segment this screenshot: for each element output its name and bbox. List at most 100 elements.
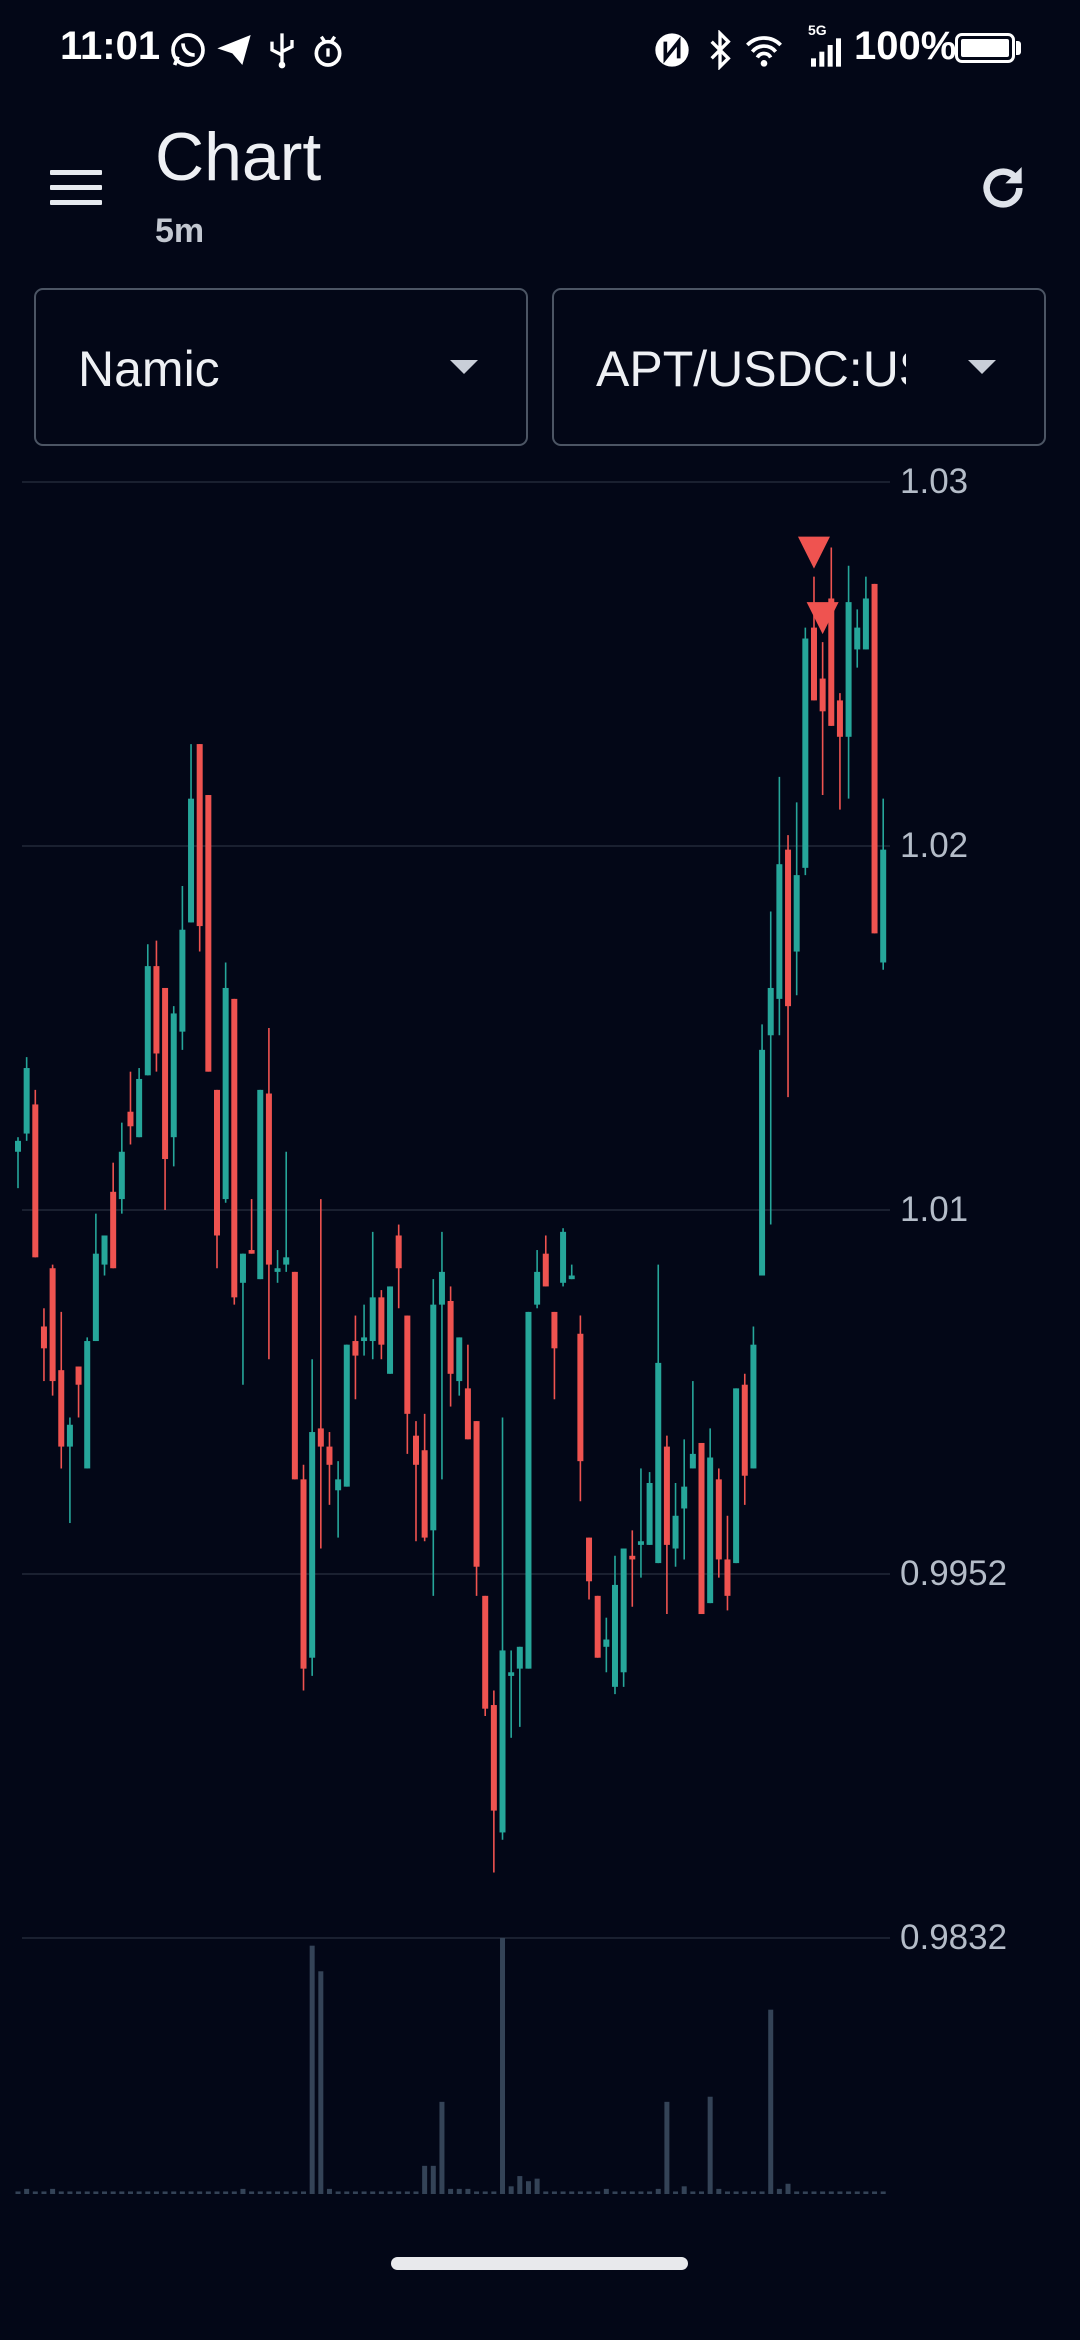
volume-bar bbox=[595, 2191, 601, 2194]
nfc-icon bbox=[655, 33, 689, 67]
candle-down bbox=[75, 1366, 82, 1385]
volume-bar bbox=[699, 2191, 705, 2194]
volume-bar bbox=[249, 2191, 255, 2194]
candle-down bbox=[291, 1271, 298, 1480]
candle-down bbox=[828, 598, 835, 726]
volume-bar bbox=[413, 2191, 419, 2194]
candle-down bbox=[317, 1428, 324, 1447]
volume-bar bbox=[612, 2191, 618, 2194]
candle-up bbox=[438, 1271, 445, 1305]
candle-up bbox=[681, 1486, 688, 1509]
volume-bar bbox=[794, 2191, 800, 2194]
candle-up bbox=[845, 602, 852, 737]
candle-up bbox=[611, 1584, 618, 1687]
telegram-icon bbox=[217, 35, 251, 65]
volume-bar bbox=[145, 2191, 151, 2194]
volume-bar bbox=[197, 2191, 203, 2194]
candle-down bbox=[741, 1384, 748, 1476]
volume-bar bbox=[474, 2191, 480, 2194]
candle-up bbox=[283, 1257, 290, 1265]
candle-up bbox=[136, 1078, 143, 1138]
candle-down bbox=[715, 1479, 722, 1560]
volume-bar bbox=[352, 2191, 358, 2194]
volume-bar bbox=[880, 2191, 886, 2194]
candle-down bbox=[213, 1089, 220, 1236]
volume-bar bbox=[759, 2191, 765, 2194]
volume-bar bbox=[525, 2181, 531, 2194]
candle-down bbox=[724, 1559, 731, 1596]
volume-bar bbox=[15, 2191, 21, 2194]
volume-bar bbox=[370, 2191, 376, 2194]
candle-down bbox=[810, 627, 817, 701]
candle-up bbox=[508, 1672, 515, 1676]
volume-bar bbox=[76, 2191, 82, 2194]
volume-bar bbox=[482, 2191, 488, 2194]
volume-bar bbox=[543, 2191, 549, 2194]
candle-up bbox=[239, 1253, 246, 1283]
candle-down bbox=[482, 1595, 489, 1709]
volume-bar bbox=[872, 2191, 878, 2194]
volume-bar bbox=[430, 2165, 436, 2194]
candle-down bbox=[110, 1191, 117, 1269]
candle-up bbox=[335, 1479, 342, 1491]
volume-bar bbox=[110, 2191, 116, 2194]
candle-up bbox=[862, 598, 869, 650]
refresh-icon[interactable] bbox=[975, 160, 1031, 216]
candle-up bbox=[603, 1639, 610, 1647]
volume-bar bbox=[344, 2191, 350, 2194]
strategy-dropdown[interactable]: Namic bbox=[34, 288, 528, 446]
candle-up bbox=[568, 1275, 575, 1280]
battery-icon bbox=[955, 33, 1015, 63]
candle-up bbox=[309, 1432, 316, 1658]
volume-bar bbox=[335, 2191, 341, 2194]
hamburger-icon[interactable] bbox=[50, 170, 102, 208]
debug-icon bbox=[314, 35, 342, 67]
sell-marker bbox=[806, 602, 839, 635]
candle-down bbox=[421, 1450, 428, 1538]
volume-bar bbox=[422, 2165, 428, 2194]
candle-down bbox=[577, 1333, 584, 1462]
volume-bar bbox=[785, 2183, 791, 2194]
volume-bar bbox=[560, 2191, 566, 2194]
y-tick-label: 0.9952 bbox=[900, 1554, 1008, 1593]
candle-down bbox=[629, 1555, 636, 1560]
volume-bar bbox=[231, 2191, 237, 2194]
volume-bar bbox=[647, 2191, 653, 2194]
candle-up bbox=[430, 1304, 437, 1531]
pair-dropdown[interactable]: APT/USDC:US bbox=[552, 288, 1046, 446]
candle-down bbox=[205, 795, 212, 1072]
candle-up bbox=[672, 1515, 679, 1549]
candle-up bbox=[534, 1271, 541, 1305]
home-indicator[interactable] bbox=[391, 2257, 688, 2270]
candle-up bbox=[222, 987, 229, 1200]
candle-down bbox=[871, 583, 878, 934]
volume-bar bbox=[776, 2188, 782, 2194]
strategy-value: Namic bbox=[78, 341, 220, 397]
candle-up bbox=[170, 1013, 177, 1138]
volume-bar bbox=[93, 2191, 99, 2194]
volume-bar bbox=[396, 2191, 402, 2194]
volume-bar bbox=[750, 2191, 756, 2194]
candle-down bbox=[326, 1446, 333, 1465]
candle-down bbox=[542, 1253, 549, 1287]
volume-bar bbox=[404, 2191, 410, 2194]
volume-bar bbox=[361, 2191, 367, 2194]
candle-down bbox=[153, 966, 160, 1054]
candle-down bbox=[594, 1595, 601, 1658]
candle-up bbox=[637, 1541, 644, 1545]
volume-bar bbox=[673, 2191, 679, 2194]
candle-up bbox=[516, 1646, 523, 1669]
wifi-icon bbox=[746, 36, 782, 67]
volume-bar bbox=[283, 2191, 289, 2194]
volume-bar bbox=[292, 2191, 298, 2194]
candle-down bbox=[490, 1705, 497, 1811]
volume-bar bbox=[534, 2178, 540, 2194]
candle-down bbox=[404, 1315, 411, 1414]
candle-down bbox=[663, 1446, 670, 1545]
chevron-down-icon bbox=[450, 360, 478, 374]
candle-down bbox=[265, 1093, 272, 1265]
candle-up bbox=[101, 1235, 108, 1265]
page-title: Chart bbox=[155, 119, 322, 195]
battery-tip bbox=[1016, 41, 1021, 55]
